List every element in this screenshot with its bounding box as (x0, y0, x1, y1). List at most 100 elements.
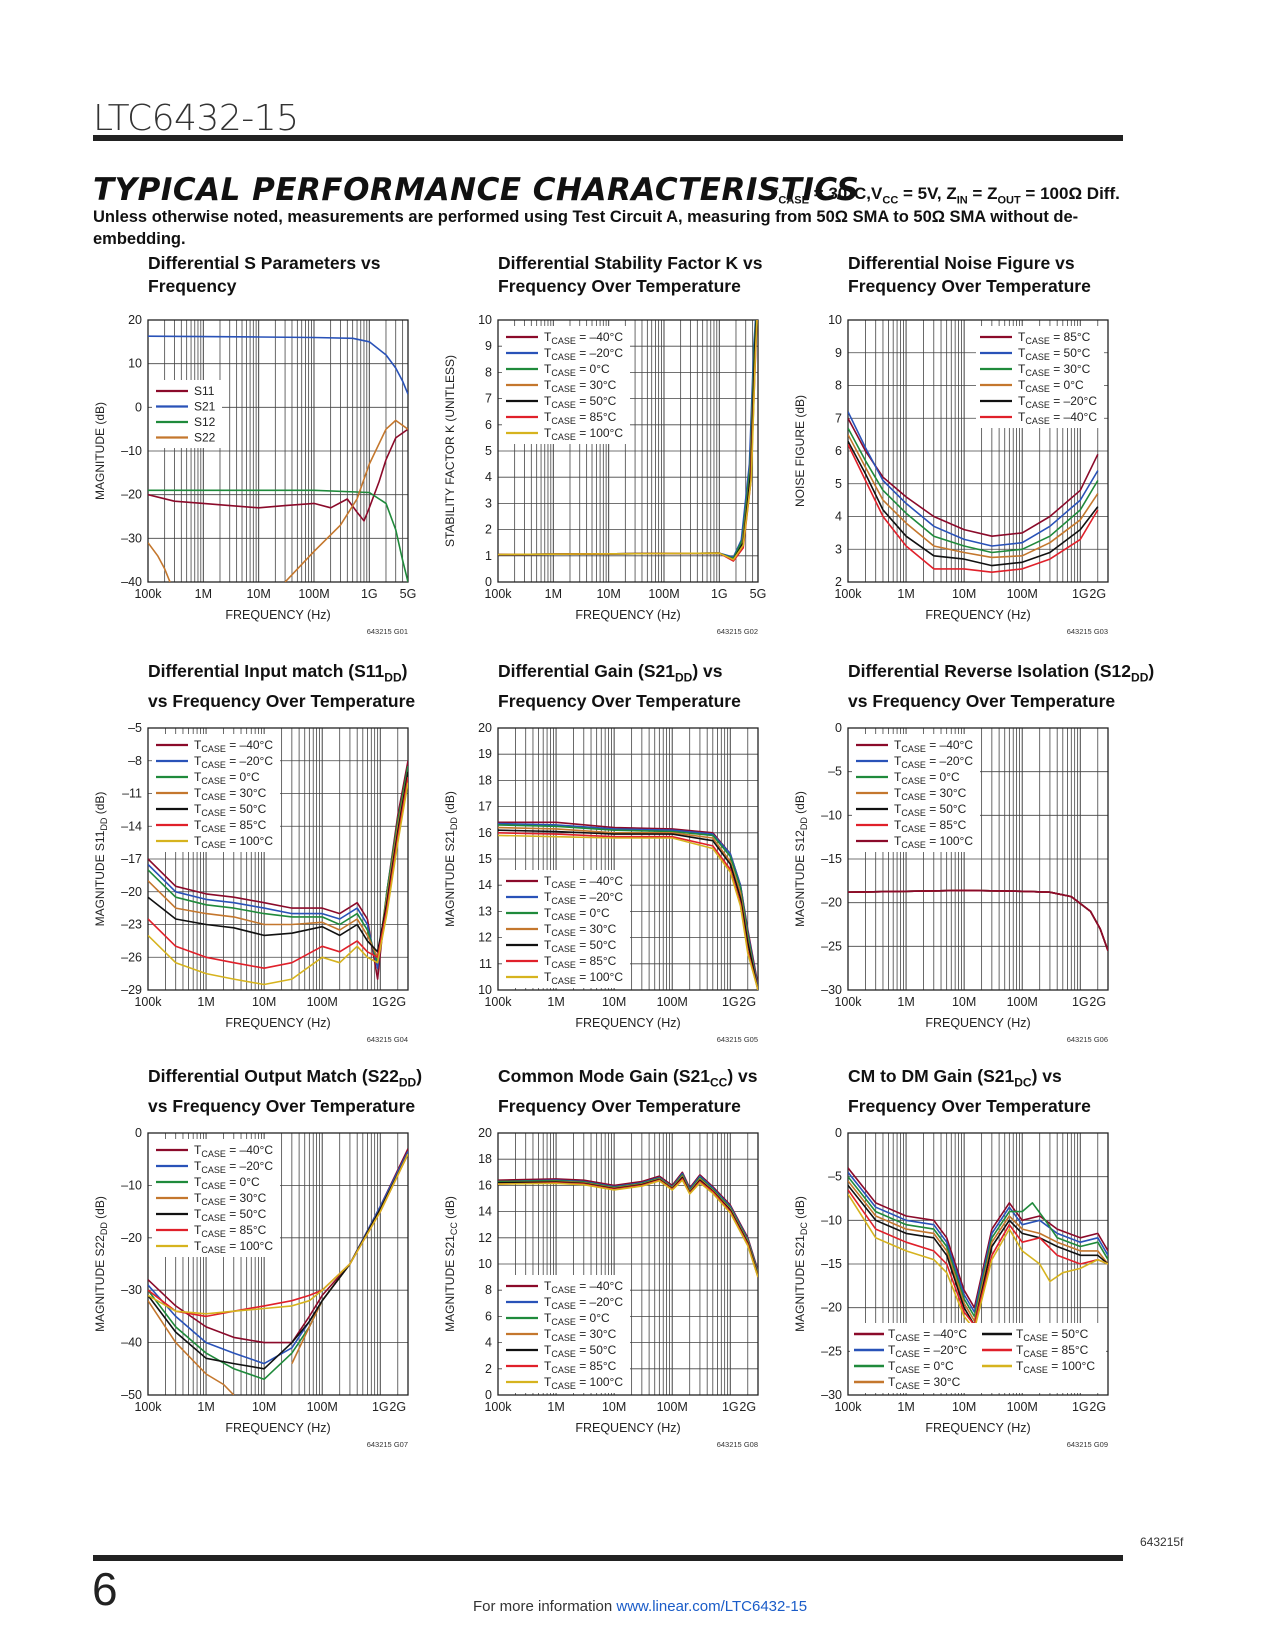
legend-label: TCASE = –40°C (894, 738, 973, 754)
footer-info: For more information www.linear.com/LTC6… (473, 1598, 807, 1615)
document-number: 643215f (1140, 1535, 1184, 1549)
legend-label: TCASE = 85°C (544, 1359, 617, 1375)
y-tick-label: –20 (121, 885, 142, 899)
x-tick-label: 10M (602, 1400, 626, 1414)
series-line (148, 1300, 235, 1395)
y-tick-label: –25 (821, 939, 842, 953)
y-axis-label: MAGNITUDE S22DD (dB) (93, 1196, 109, 1332)
chart-g03: Differential Noise Figure vs Frequency Ov… (788, 253, 1128, 652)
figure-code: 643215 G08 (717, 1440, 758, 1449)
y-tick-label: 6 (485, 418, 492, 432)
y-tick-label: –15 (821, 852, 842, 866)
y-tick-label: 8 (485, 365, 492, 379)
y-tick-label: 7 (485, 392, 492, 406)
y-axis-label: MAGNITUDE S11DD (dB) (93, 792, 109, 927)
x-tick-label: 1G (1072, 587, 1089, 601)
figure-code: 643215 G01 (367, 627, 408, 636)
y-tick-label: –20 (821, 896, 842, 910)
y-tick-label: –11 (122, 787, 142, 801)
legend-label: TCASE = –40°C (544, 874, 623, 890)
x-tick-label: 1G (372, 1400, 389, 1414)
y-tick-label: 0 (485, 575, 492, 589)
y-tick-label: –30 (121, 1283, 142, 1297)
y-tick-label: –40 (121, 1336, 142, 1350)
series-line (848, 411, 1099, 547)
legend-label: TCASE = 50°C (544, 394, 617, 410)
x-tick-label: 100M (1007, 587, 1038, 601)
y-axis-label: MAGNITUDE S21DD (dB) (443, 791, 459, 927)
x-axis-label: FREQUENCY (Hz) (925, 608, 1030, 622)
legend-label: TCASE = 50°C (544, 938, 617, 954)
footer-link[interactable]: www.linear.com/LTC6432-15 (616, 1598, 808, 1615)
series-line (848, 889, 1108, 951)
x-tick-label: 1G (722, 1400, 739, 1414)
legend-label: TCASE = 30°C (544, 922, 617, 938)
y-tick-label: 6 (485, 1309, 492, 1323)
x-tick-label: 10M (952, 995, 976, 1009)
chart-title: Differential Output Match (S22DD) vs Freq… (148, 1066, 423, 1116)
y-tick-label: 18 (478, 773, 492, 787)
legend-label: TCASE = 85°C (1018, 330, 1091, 346)
x-tick-label: 10M (252, 995, 276, 1009)
y-tick-label: –10 (821, 1213, 842, 1227)
x-tick-label: 2G (1089, 587, 1106, 601)
x-tick-label: 100k (484, 1400, 512, 1414)
x-tick-label: 100k (834, 587, 862, 601)
legend-label: TCASE = 0°C (894, 770, 960, 786)
legend-label: TCASE = 85°C (544, 954, 617, 970)
legend-label: S11 (194, 384, 215, 398)
x-tick-label: 2G (389, 1400, 406, 1414)
legend-label: TCASE = 0°C (544, 362, 610, 378)
y-tick-label: 14 (478, 1205, 492, 1219)
x-tick-label: 100M (657, 1400, 688, 1414)
chart-svg: –50 –40 –30 –20 –10 0 100k 1M 10M 100M 1G 2G FREQUEN… (93, 1126, 409, 1449)
chart-title: Differential Input match (S11DD) vs Frequ… (148, 661, 416, 711)
legend-label: TCASE = 50°C (194, 1207, 267, 1223)
y-tick-label: 0 (485, 1388, 492, 1402)
y-tick-label: –10 (821, 808, 842, 822)
y-tick-label: 16 (478, 826, 492, 840)
x-tick-label: 100M (657, 995, 688, 1009)
legend-label: TCASE = 30°C (194, 1191, 267, 1207)
chart-g09: CM to DM Gain (S21DC) vs Frequency Over T… (788, 1066, 1128, 1465)
series-line (498, 1174, 758, 1274)
chart-title: Differential Stability Factor K vs Freque… (498, 253, 763, 296)
y-tick-label: –5 (128, 721, 142, 735)
series-line (148, 1153, 408, 1315)
x-tick-label: 100k (134, 587, 162, 601)
x-tick-label: 10M (952, 587, 976, 601)
legend-label: TCASE = –20°C (194, 1159, 273, 1175)
series-line (848, 889, 1108, 951)
legend-label: TCASE = –40°C (544, 1279, 623, 1295)
legend-label: TCASE = –20°C (544, 1295, 623, 1311)
y-tick-label: –20 (821, 1301, 842, 1315)
legend-label: S21 (194, 400, 216, 414)
chart-svg: 2 3 4 5 6 7 8 9 10 100k 1M 10M 100M 1G 2G FREQUENCY (Hz… (793, 313, 1109, 636)
y-tick-label: 4 (485, 470, 492, 484)
figure-code: 643215 G05 (717, 1035, 758, 1044)
x-tick-label: 100k (134, 995, 162, 1009)
series-line (848, 889, 1108, 951)
x-tick-label: 10M (952, 1400, 976, 1414)
legend-label: TCASE = 85°C (544, 410, 617, 426)
x-tick-label: 1M (547, 995, 564, 1009)
y-tick-label: 0 (135, 1126, 142, 1140)
x-tick-label: 100M (298, 587, 329, 601)
series-line (848, 444, 1099, 573)
x-tick-label: 5G (750, 587, 767, 601)
x-tick-label: 10M (252, 1400, 276, 1414)
y-tick-label: 19 (478, 747, 492, 761)
legend-label: TCASE = –20°C (1018, 394, 1097, 410)
figure-code: 643215 G07 (367, 1440, 408, 1449)
series-line (848, 1180, 1108, 1322)
chart-svg: –30 –25 –20 –15 –10 –5 0 100k 1M 10M 100M 1G 2G FREQU… (793, 1126, 1109, 1449)
y-tick-label: 10 (478, 983, 492, 997)
x-tick-label: 100M (307, 995, 338, 1009)
x-axis-label: FREQUENCY (Hz) (225, 608, 330, 622)
legend-label: TCASE = 50°C (544, 1343, 617, 1359)
y-tick-label: 14 (478, 878, 492, 892)
x-tick-label: 100M (307, 1400, 338, 1414)
x-tick-label: 1G (1072, 995, 1089, 1009)
